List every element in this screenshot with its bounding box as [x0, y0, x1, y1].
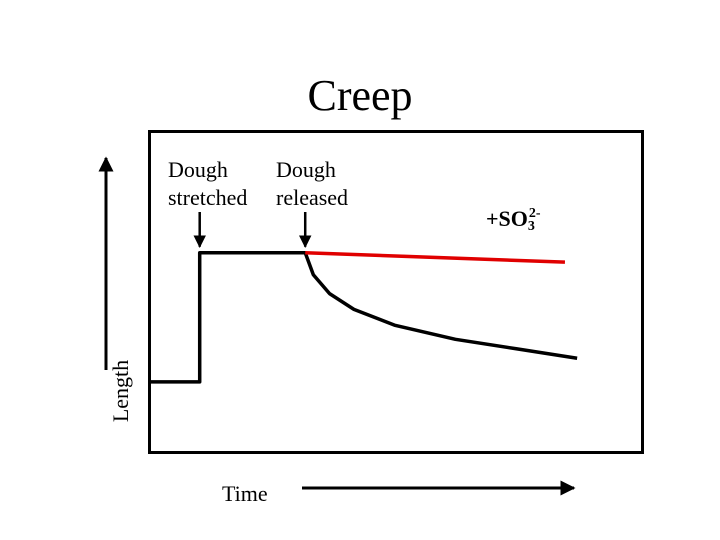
series-line-control	[151, 250, 578, 384]
plot-frame	[148, 130, 644, 454]
x-axis-label: Time	[222, 481, 268, 506]
series-label-main: +SO	[486, 206, 528, 231]
series-label-sulfite: +SO32-	[486, 200, 541, 241]
series-line-sulfite	[305, 250, 566, 264]
annotation-dough-stretched: Dough stretched	[168, 156, 247, 212]
series-label-superscript: 2-	[528, 206, 541, 221]
annotation-dough-released: Dough released	[276, 156, 348, 212]
series-label-subscript: 3	[527, 219, 535, 234]
annotation-released-line1: Dough	[276, 157, 336, 182]
annotation-stretched-line2: stretched	[168, 185, 248, 210]
annotation-released-line2: released	[276, 185, 349, 210]
chart-title: Creep	[307, 71, 413, 120]
annotation-stretched-line1: Dough	[168, 157, 228, 182]
